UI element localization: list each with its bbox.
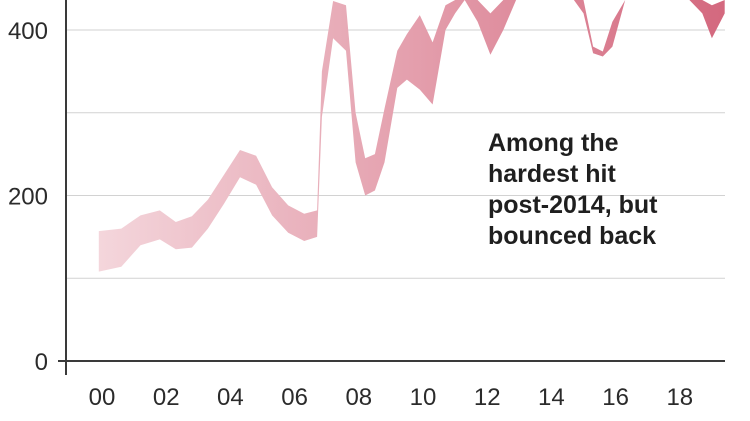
annotation-line-4: bounced back — [488, 222, 657, 250]
x-tick-label-02: 02 — [153, 384, 180, 411]
data-band — [98, 0, 725, 272]
y-tick-label-200: 200 — [8, 184, 48, 211]
x-tick-label-12: 12 — [474, 384, 501, 411]
x-tick-label-00: 00 — [89, 384, 116, 411]
annotation-line-3: post-2014, but — [488, 191, 658, 219]
x-axis-ticks: 00 02 04 06 08 10 12 14 16 18 — [89, 384, 694, 411]
x-tick-label-10: 10 — [410, 384, 437, 411]
annotation-line-1: Among the — [488, 129, 619, 157]
chart-annotation: Among the hardest hit post-2014, but bou… — [488, 128, 718, 252]
x-tick-label-16: 16 — [602, 384, 629, 411]
x-tick-label-04: 04 — [217, 384, 244, 411]
y-tick-label-400: 400 — [8, 18, 48, 45]
x-tick-label-18: 18 — [666, 384, 693, 411]
annotation-line-2: hardest hit — [488, 160, 616, 188]
y-tick-label-0: 0 — [35, 349, 48, 376]
x-tick-label-06: 06 — [281, 384, 308, 411]
y-axis-ticks: 0 200 400 — [8, 18, 48, 376]
series-band — [98, 0, 725, 272]
axes — [58, 0, 725, 375]
x-tick-label-14: 14 — [538, 384, 565, 411]
x-tick-label-08: 08 — [345, 384, 372, 411]
